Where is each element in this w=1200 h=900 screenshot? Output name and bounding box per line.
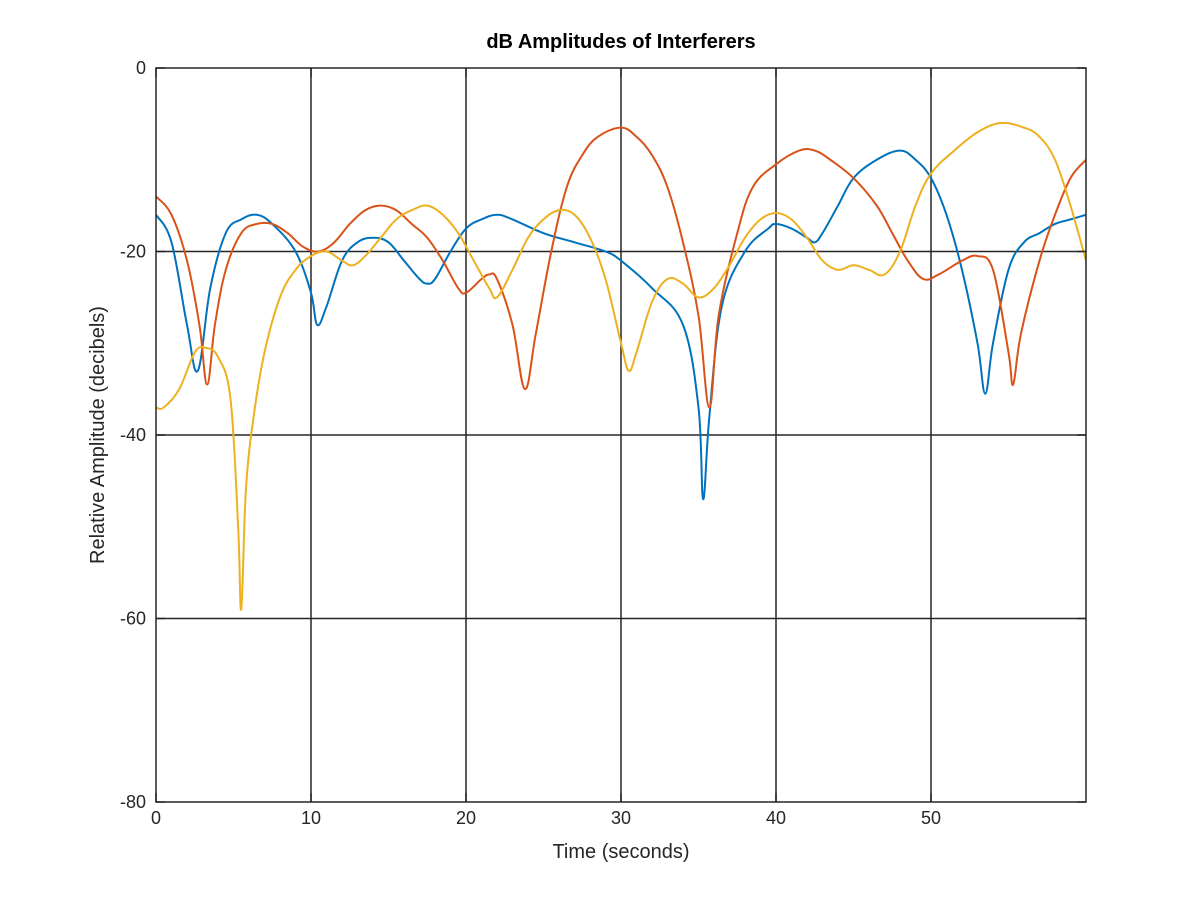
y-axis-label: Relative Amplitude (decibels) <box>87 306 109 564</box>
x-tick-label: 20 <box>456 808 476 828</box>
series-line-1 <box>156 149 1086 501</box>
y-tick-label: -40 <box>120 425 146 445</box>
y-tick-label: -80 <box>120 792 146 812</box>
ticks: 0 10 20 30 40 50 0 -20 -40 -60 -80 <box>120 58 1086 828</box>
y-tick-label: -60 <box>120 609 146 629</box>
x-tick-label: 10 <box>301 808 321 828</box>
x-tick-label: 40 <box>766 808 786 828</box>
x-tick-label: 50 <box>921 808 941 828</box>
series-layer <box>156 121 1086 611</box>
chart-title: dB Amplitudes of Interferers <box>486 31 755 53</box>
series-line-2 <box>156 126 1086 409</box>
x-axis-label: Time (seconds) <box>552 841 689 863</box>
x-tick-label: 0 <box>151 808 161 828</box>
series-line-3 <box>156 121 1086 611</box>
x-tick-label: 30 <box>611 808 631 828</box>
y-tick-label: -20 <box>120 242 146 262</box>
y-tick-label: 0 <box>136 58 146 78</box>
